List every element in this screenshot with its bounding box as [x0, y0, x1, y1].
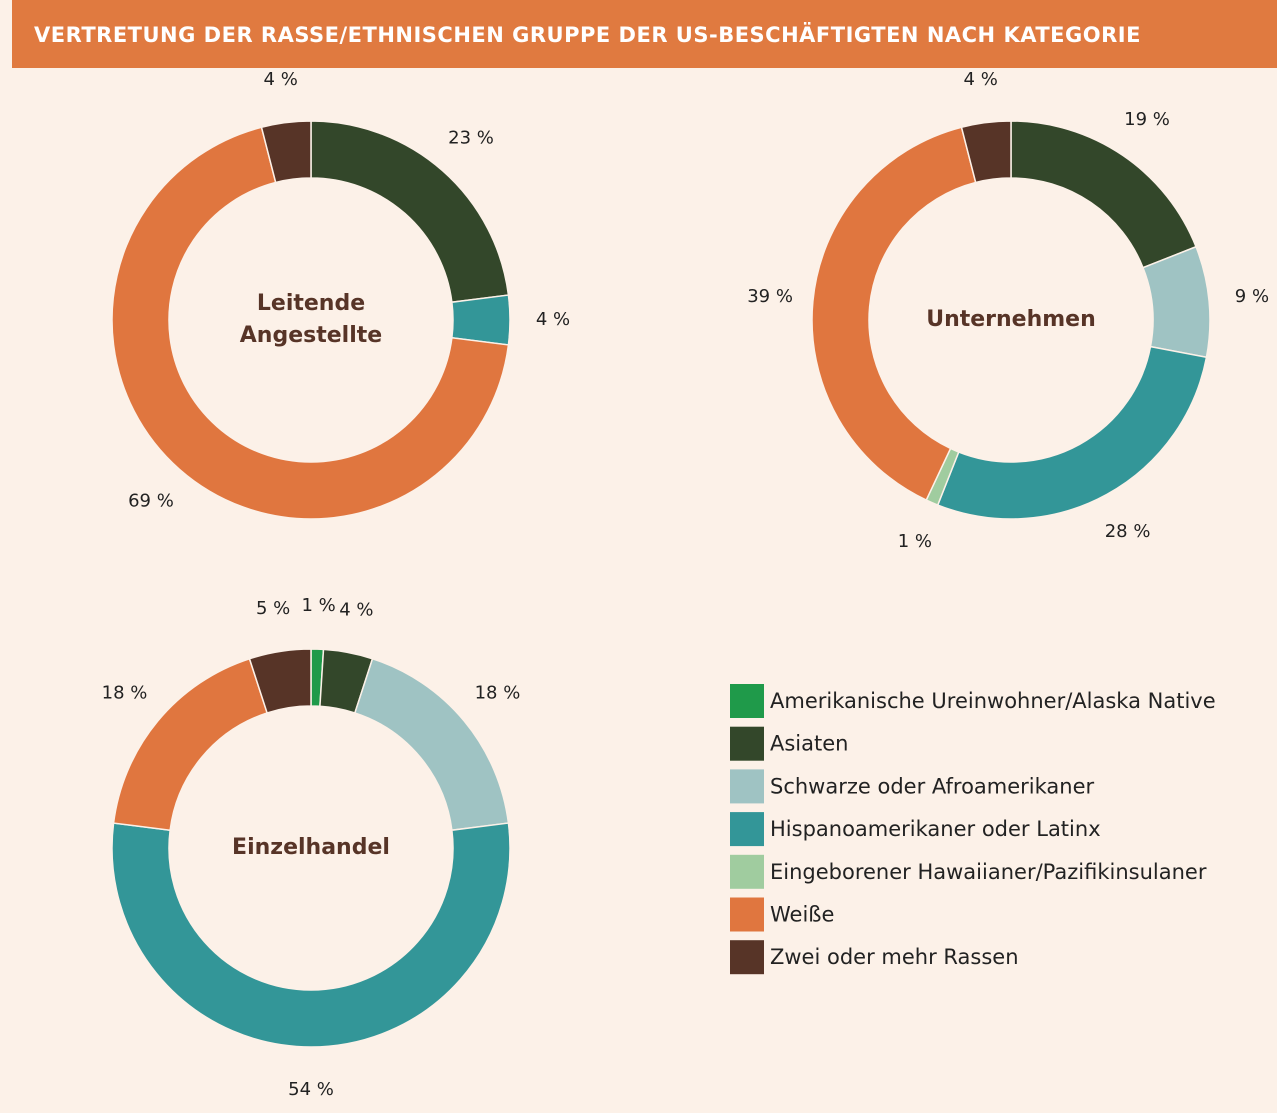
legend-label: Amerikanische Ureinwohner/Alaska Native	[770, 689, 1216, 713]
donut-segment	[111, 126, 510, 520]
donut-segment	[1142, 245, 1211, 359]
data-label: 9 %	[1235, 286, 1269, 307]
header-title: VERTRETUNG DER RASSE/ETHNISCHEN GRUPPE D…	[12, 0, 1277, 68]
legend-swatch	[730, 940, 764, 975]
data-label: 69 %	[128, 491, 174, 512]
donut-segment	[111, 822, 511, 1048]
donut-segment	[936, 345, 1208, 520]
donut-segment	[260, 120, 312, 184]
data-label: 4 %	[264, 69, 298, 90]
legend-swatch	[730, 726, 764, 761]
donut-segment	[811, 126, 977, 502]
donut-segment	[248, 648, 312, 714]
donut-segment	[451, 294, 511, 346]
legend-swatch	[730, 854, 764, 889]
data-label: 19 %	[1124, 109, 1170, 130]
data-label: 4 %	[536, 309, 570, 330]
legend-label: Asiaten	[770, 732, 848, 756]
data-label: 4 %	[339, 599, 373, 620]
legend-label: Schwarze oder Afroamerikaner	[770, 774, 1095, 798]
donut-segment	[960, 120, 1012, 184]
data-label: 28 %	[1105, 521, 1151, 542]
data-label: 5 %	[256, 598, 290, 619]
data-label: 18 %	[475, 683, 521, 704]
legend-swatch	[730, 684, 764, 718]
donut-title: Einzelhandel	[232, 835, 390, 860]
legend-label: Weiße	[770, 903, 834, 927]
data-label: 39 %	[747, 286, 793, 307]
legend-label: Hispanoamerikaner oder Latinx	[770, 817, 1101, 841]
legend-swatch	[730, 812, 764, 847]
data-label: 54 %	[288, 1079, 334, 1100]
legend-swatch	[730, 769, 764, 804]
data-label: 23 %	[448, 127, 494, 148]
legend-label: Eingeborener Hawaiianer/Pazifikinsulaner	[770, 860, 1207, 884]
donut-segment	[1010, 120, 1198, 269]
legend-swatch	[730, 897, 764, 932]
data-label: 4 %	[964, 69, 998, 90]
data-label: 1 %	[301, 595, 335, 616]
data-label: 1 %	[898, 531, 932, 552]
data-label: 18 %	[102, 683, 148, 704]
donut-title: Unternehmen	[926, 307, 1096, 332]
donut-title: Leitende Angestellte	[239, 291, 383, 348]
legend-label: Zwei oder mehr Rassen	[770, 945, 1019, 969]
